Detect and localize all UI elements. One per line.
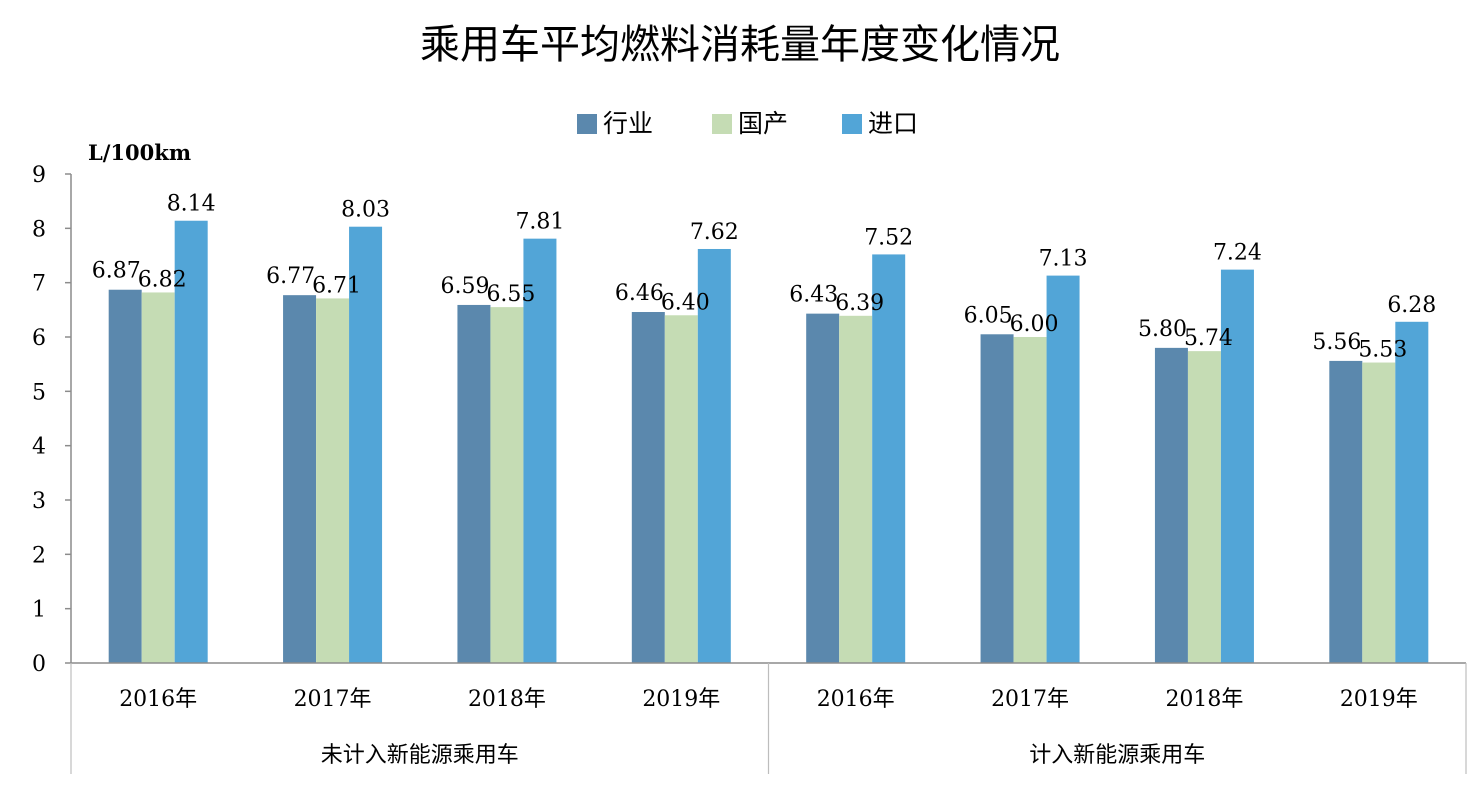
data-label-1-0: 6.82: [138, 267, 187, 292]
y-tick-label-3: 3: [32, 489, 46, 514]
y-tick-label-4: 4: [32, 435, 46, 460]
bars: [108, 220, 1429, 664]
bar-0-7: [1329, 360, 1363, 663]
bar-2-5: [1046, 275, 1080, 663]
data-label-2-4: 7.52: [864, 225, 913, 250]
x-tick-label-4: 2016年: [817, 687, 895, 712]
bar-1-1: [316, 298, 350, 663]
y-tick-label-6: 6: [32, 326, 46, 351]
data-label-0-2: 6.59: [440, 274, 489, 299]
y-tick-label-8: 8: [32, 217, 46, 242]
data-label-0-0: 6.87: [92, 259, 141, 284]
x-tick-label-7: 2019年: [1340, 687, 1418, 712]
bar-2-7: [1395, 321, 1429, 663]
x-tick-label-3: 2019年: [642, 687, 720, 712]
bar-0-2: [457, 304, 491, 663]
bar-0-3: [631, 312, 665, 663]
y-axis-unit-label: L/100km: [88, 140, 191, 165]
bar-0-1: [283, 295, 317, 663]
data-label-0-3: 6.46: [615, 281, 664, 306]
data-label-2-2: 7.81: [515, 210, 564, 235]
group-label-0: 未计入新能源乘用车: [321, 743, 519, 768]
data-label-1-6: 5.74: [1184, 326, 1233, 351]
bar-0-6: [1154, 347, 1188, 663]
bar-0-0: [108, 289, 142, 663]
data-label-2-0: 8.14: [167, 192, 216, 217]
group-label-1: 计入新能源乘用车: [1029, 743, 1205, 768]
data-label-0-1: 6.77: [266, 264, 315, 289]
bar-2-2: [523, 238, 557, 663]
data-label-2-5: 7.13: [1039, 247, 1088, 272]
bar-0-5: [980, 334, 1014, 663]
bar-0-4: [806, 313, 840, 663]
x-axis: 2016年 2017年 2018年 2019年 2016年 2017年 2018年 2019年…: [70, 662, 1467, 774]
data-label-2-6: 7.24: [1213, 241, 1262, 266]
data-label-2-3: 7.62: [690, 220, 739, 245]
x-tick-label-2: 2018年: [468, 687, 546, 712]
data-label-1-1: 6.71: [312, 273, 361, 298]
data-label-1-7: 5.53: [1358, 338, 1407, 363]
legend-swatch-0: [577, 114, 597, 134]
data-label-1-4: 6.39: [835, 291, 884, 316]
y-tick-label-9: 9: [32, 163, 46, 188]
bar-1-2: [490, 307, 524, 663]
legend-label-2: 进口: [868, 109, 918, 138]
data-label-0-7: 5.56: [1312, 330, 1361, 355]
bar-1-7: [1362, 362, 1396, 663]
legend-swatch-2: [842, 114, 862, 134]
data-label-0-5: 6.05: [964, 303, 1013, 328]
y-tick-label-0: 0: [32, 652, 46, 677]
bar-1-0: [141, 292, 175, 663]
x-tick-label-6: 2018年: [1165, 687, 1243, 712]
y-tick-label-7: 7: [32, 272, 46, 297]
bar-1-4: [839, 315, 873, 663]
bar-2-3: [697, 248, 731, 664]
bar-1-5: [1013, 337, 1047, 663]
x-tick-label-1: 2017年: [294, 687, 372, 712]
chart-title: 乘用车平均燃料消耗量年度变化情况: [420, 22, 1060, 68]
x-tick-label-5: 2017年: [991, 687, 1069, 712]
y-tick-label-2: 2: [32, 543, 46, 568]
bar-2-4: [872, 254, 906, 663]
data-label-1-3: 6.40: [661, 290, 710, 315]
data-label-1-2: 6.55: [486, 282, 535, 307]
bar-1-6: [1187, 351, 1221, 663]
data-label-1-5: 6.00: [1010, 312, 1059, 337]
data-label-0-4: 6.43: [789, 283, 838, 308]
bar-2-1: [349, 226, 383, 663]
legend-swatch-1: [712, 114, 732, 134]
y-tick-label-5: 5: [32, 380, 46, 405]
y-axis: 0 1 2 3 4 5 6 7 8 9: [32, 163, 72, 677]
data-label-2-1: 8.03: [341, 198, 390, 223]
legend-label-1: 国产: [738, 109, 788, 138]
data-label-2-7: 6.28: [1387, 293, 1436, 318]
bar-2-0: [174, 220, 208, 663]
bar-2-6: [1220, 269, 1254, 663]
data-label-0-6: 5.80: [1138, 317, 1187, 342]
y-tick-label-1: 1: [32, 598, 46, 623]
x-tick-label-0: 2016年: [119, 687, 197, 712]
legend: 行业 国产 进口: [577, 109, 918, 138]
bar-1-3: [664, 315, 698, 663]
legend-label-0: 行业: [603, 109, 653, 138]
data-labels: 6.876.82 8.14 6.776.71 8.03 6.596.55 7.81 6.46…: [92, 192, 1437, 363]
